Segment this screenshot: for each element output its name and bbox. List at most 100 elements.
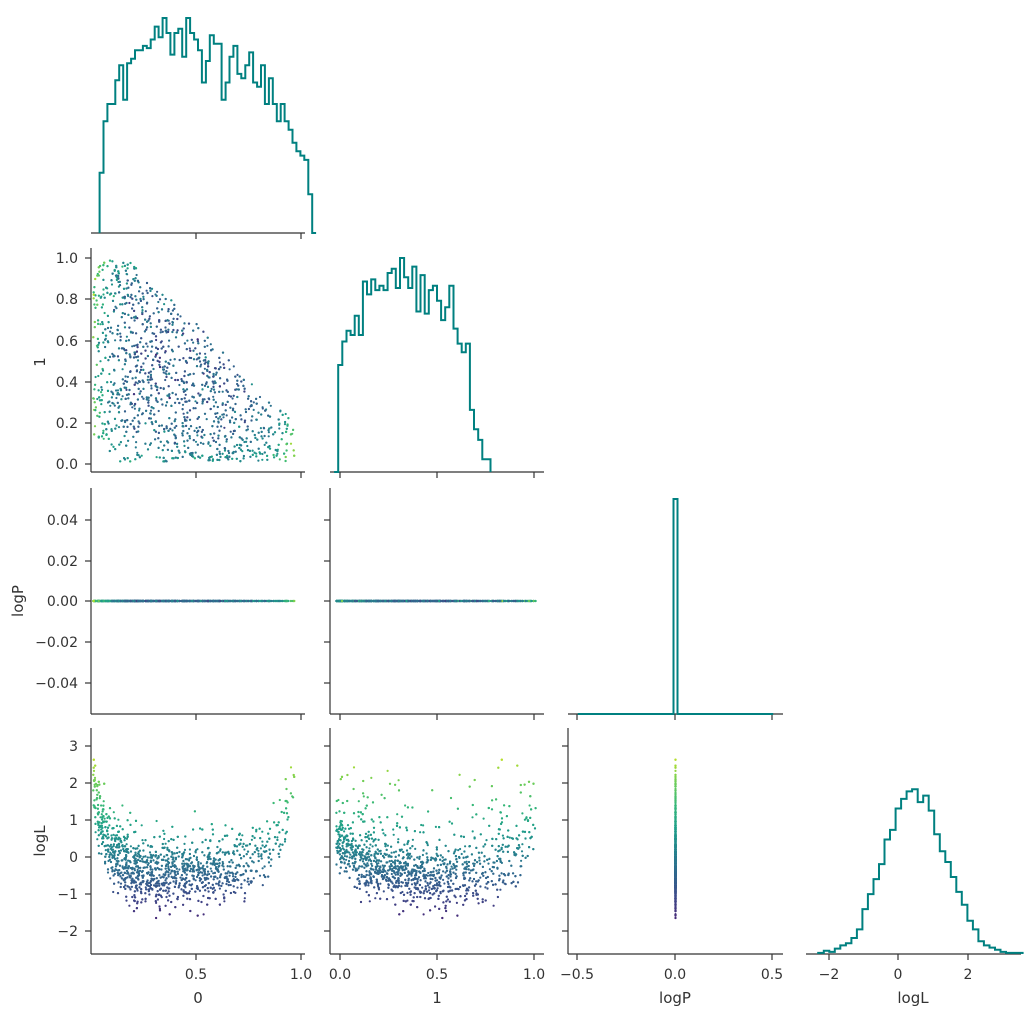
scatter-0-1-point [100,403,103,406]
scatter-1-logL-point [427,871,430,875]
scatter-0-1-point [148,443,152,446]
scatter-0-logL-point [261,840,264,843]
scatter-0-logL-point [133,859,136,863]
scatter-0-logL-point [166,892,169,895]
scatter-0-logL-point [155,819,158,823]
scatter-0-1-point [110,283,114,286]
scatter-0-1-point [199,441,202,444]
scatter-0-1-point [289,442,293,445]
scatter-0-logL-point [241,834,244,837]
scatter-0-logL-point [136,855,139,858]
scatter-0-1-point [206,344,209,347]
scatter-0-logL-point [259,847,262,850]
scatter-1-logL-point [449,872,452,875]
scatter-1-logL-point [386,769,389,773]
xtick-label: −0.5 [560,967,594,983]
scatter-0-logL-point [104,849,107,852]
scatter-0-1-point [119,332,122,335]
scatter-0-logL-point [167,873,170,877]
scatter-0-1-point [163,303,166,306]
scatter-0-logL-point [183,848,187,852]
scatter-1-logL-point [337,798,340,802]
scatter-0-1-point [204,352,207,355]
scatter-0-1-point [284,412,287,416]
scatter-0-1-point [252,401,255,404]
scatter-0-1-point [121,395,124,398]
scatter-1-logL-point [411,838,414,841]
xlabel-logP: logP [659,989,691,1007]
scatter-1-logL-point [434,825,437,829]
scatter-0-logL-point [148,851,152,854]
ytick-label: 3 [69,739,78,755]
scatter-0-1-point [210,387,213,390]
scatter-0-1-point [181,403,185,406]
scatter-0-1-point [97,374,100,378]
ytick-label: 0.0 [56,457,78,473]
scatter-0-logL-point [278,798,281,802]
scatter-0-1-point [116,389,120,392]
scatter-0-1-point [191,384,194,387]
scatter-1-logL-point [391,867,394,871]
ytick-label: −0.02 [35,635,78,651]
scatter-0-1-point [261,407,264,410]
ytick-label: 2 [69,776,78,792]
ylabel-logP: logP [9,585,27,617]
scatter-0-1-point [99,360,102,363]
scatter-0-logL-point [117,853,120,857]
scatter-0-1-point [261,452,264,456]
scatter-1-logL-point [420,823,423,827]
scatter-0-1-point [252,408,255,411]
scatter-0-1-point [164,372,167,375]
scatter-1-logL-point [392,828,395,831]
scatter-0-logL-point [194,849,198,852]
scatter-1-logL-point [390,872,393,876]
scatter-1-logL-point [343,830,346,833]
scatter-0-logL-point [252,877,255,880]
scatter-0-1-point [188,347,191,350]
scatter-0-logL-point [269,864,272,868]
scatter-0-1-point [201,371,204,374]
scatter-1-logL-point [426,844,429,847]
scatter-0-logL-point [129,845,132,848]
xtick-label: 1.0 [523,967,545,983]
scatter-0-logL-point [128,904,131,907]
scatter-0-logL-point [108,824,111,827]
xtick-label: 0.0 [664,967,686,983]
scatter-0-logL-point [119,882,123,885]
scatter-0-logL-point [243,848,246,851]
scatter-1-logL-point [450,865,453,868]
scatter-1-logL-point [436,887,439,890]
scatter-0-1-point [196,434,199,437]
scatter-0-1-point [267,431,270,434]
scatter-0-1-point [161,366,164,369]
scatter-0-1-point [276,452,279,455]
scatter-0-logL-point [261,867,264,870]
scatter-0-logL-point [140,824,143,827]
scatter-0-logL-point [194,879,197,882]
scatter-0-logL-point [112,833,115,836]
ytick-label: 0.4 [56,375,78,391]
scatter-1-logL-point [386,844,389,847]
tick-marks [85,233,969,960]
scatter-0-logL-point [276,836,279,839]
scatter-0-logL-point [125,899,128,902]
scatter-0-logL-point [114,857,117,861]
data-marks [92,17,1024,954]
ytick-label: 0.02 [47,554,78,570]
ytick-label: 1.0 [56,251,78,267]
scatter-0-logL-point [115,868,118,872]
scatter-0-1-point [186,339,189,342]
scatter-1-logL-point [422,913,425,916]
scatter-1-logL-point [403,868,406,872]
xtick-label: 0 [894,967,903,983]
scatter-0-1-point [149,409,153,412]
scatter-1-logL-point [464,845,467,848]
scatter-1-logL-point [465,860,468,863]
scatter-0-1-point [258,395,262,399]
scatter-0-1-point [114,339,117,342]
scatter-1-logL-point [499,888,502,891]
scatter-0-1-point [231,397,234,400]
scatter-0-1-point [243,440,246,444]
scatter-0-logL-point [167,883,170,886]
